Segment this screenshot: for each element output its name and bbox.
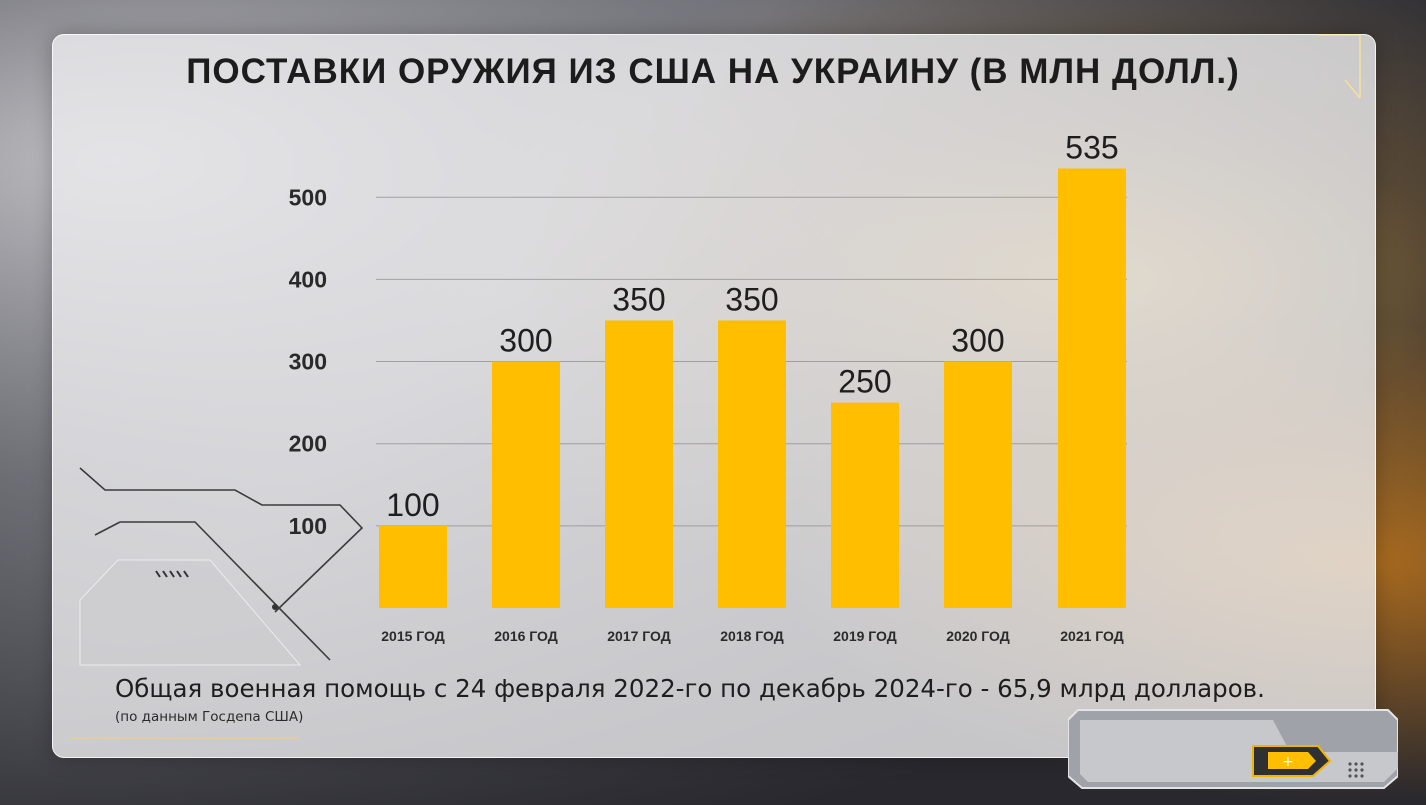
y-tick-label: 400 [289, 266, 327, 292]
y-tick-label: 200 [289, 431, 327, 457]
x-tick-label: 2018 ГОД [720, 628, 783, 644]
y-tick-label: 300 [289, 349, 327, 375]
value-label: 100 [386, 487, 439, 523]
bar [831, 402, 899, 608]
x-tick-label: 2021 ГОД [1060, 628, 1123, 644]
value-label: 250 [838, 364, 891, 400]
value-label: 300 [951, 323, 1004, 359]
value-label: 350 [612, 281, 665, 317]
y-tick-label: 500 [289, 184, 327, 210]
value-label: 350 [725, 281, 778, 317]
x-axis-labels: 2015 ГОД 2016 ГОД 2017 ГОД 2018 ГОД 2019 ГОД… [381, 628, 1123, 644]
x-tick-label: 2016 ГОД [494, 628, 557, 644]
x-tick-label: 2017 ГОД [607, 628, 670, 644]
bar [492, 361, 560, 608]
chart-title: ПОСТАВКИ ОРУЖИЯ ИЗ США НА УКРАИНУ (В МЛН… [186, 52, 1240, 91]
y-axis-ticks: 100 200 300 400 500 [289, 184, 327, 539]
y-tick-label: 100 [289, 513, 327, 539]
bar [379, 525, 447, 608]
svg-text:+: + [1282, 754, 1294, 770]
x-tick-label: 2015 ГОД [381, 628, 444, 644]
hud-badge: + [1068, 709, 1398, 789]
value-labels: 100 300 350 350 250 300 535 [386, 129, 1118, 522]
value-label: 300 [499, 323, 552, 359]
bar [944, 361, 1012, 608]
x-tick-label: 2020 ГОД [946, 628, 1009, 644]
source-note: (по данным Госдепа США) [115, 709, 304, 725]
x-tick-label: 2019 ГОД [833, 628, 896, 644]
value-label: 535 [1065, 129, 1118, 165]
bar [1058, 168, 1126, 608]
bar [718, 320, 786, 608]
bars [379, 168, 1126, 608]
footnote: Общая военная помощь с 24 февраля 2022-г… [115, 674, 1265, 703]
bar [605, 320, 673, 608]
